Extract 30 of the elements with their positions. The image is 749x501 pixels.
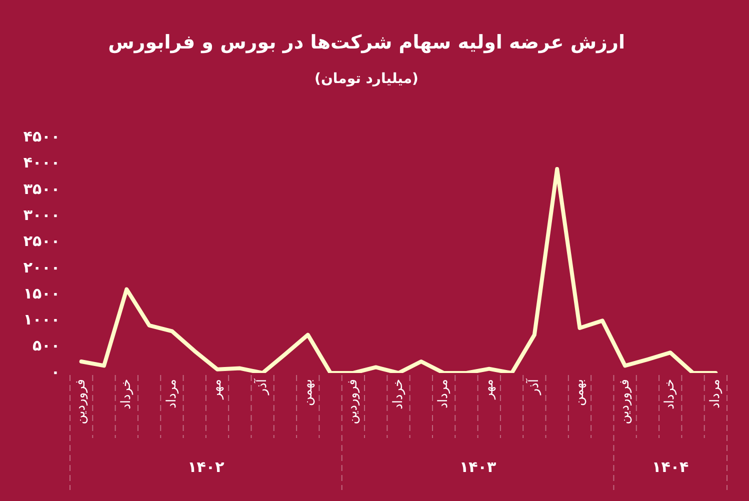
text: ۱۴۰۳ — [459, 458, 496, 476]
y-tick-label: ۱۵۰۰ — [23, 284, 60, 302]
y-tick-label: ۰ — [50, 362, 60, 381]
x-tick-label: خرداد — [119, 379, 134, 410]
y-tick-label: ۴۵۰۰ — [23, 127, 60, 146]
x-tick-label: آذر — [524, 378, 542, 396]
x-tick-label: خرداد — [662, 379, 678, 410]
text: ۱۴۰۲ — [188, 458, 224, 476]
y-tick-label: ۳۰۰۰ — [23, 206, 60, 224]
y-tick-label: ۲۰۰۰ — [23, 258, 60, 276]
x-tick-label: مرداد — [164, 379, 180, 408]
y-tick-label: ۲۵۰۰ — [23, 232, 60, 250]
chart-title: ارزش عرضه اولیه سهام شرکت‌ها در بورس و فرابورس — [108, 31, 625, 54]
y-tick-label: ۱۰۰۰ — [23, 310, 60, 329]
x-tick-label: آذر — [252, 378, 270, 396]
x-tick-label: فروردین — [74, 379, 89, 424]
x-tick-label: فروردین — [617, 379, 632, 424]
x-tick-label: خرداد — [390, 379, 406, 410]
x-tick-label: مرداد — [708, 379, 724, 408]
x-tick-label: مرداد — [436, 379, 452, 408]
x-tick-label: بهمن — [572, 379, 588, 406]
x-tick-label: مهر — [481, 379, 496, 400]
y-tick-label: ۵۰۰ — [32, 336, 60, 355]
x-tick-label: فروردین — [346, 379, 361, 424]
x-tick-label: بهمن — [300, 379, 316, 406]
x-tick-label: مهر — [210, 379, 225, 400]
y-tick-label: ۴۰۰۰ — [23, 154, 60, 172]
chart-subtitle: (میلیارد تومان) — [314, 70, 418, 87]
y-tick-label: ۳۵۰۰ — [23, 180, 60, 198]
text: ۱۴۰۴ — [652, 458, 689, 476]
